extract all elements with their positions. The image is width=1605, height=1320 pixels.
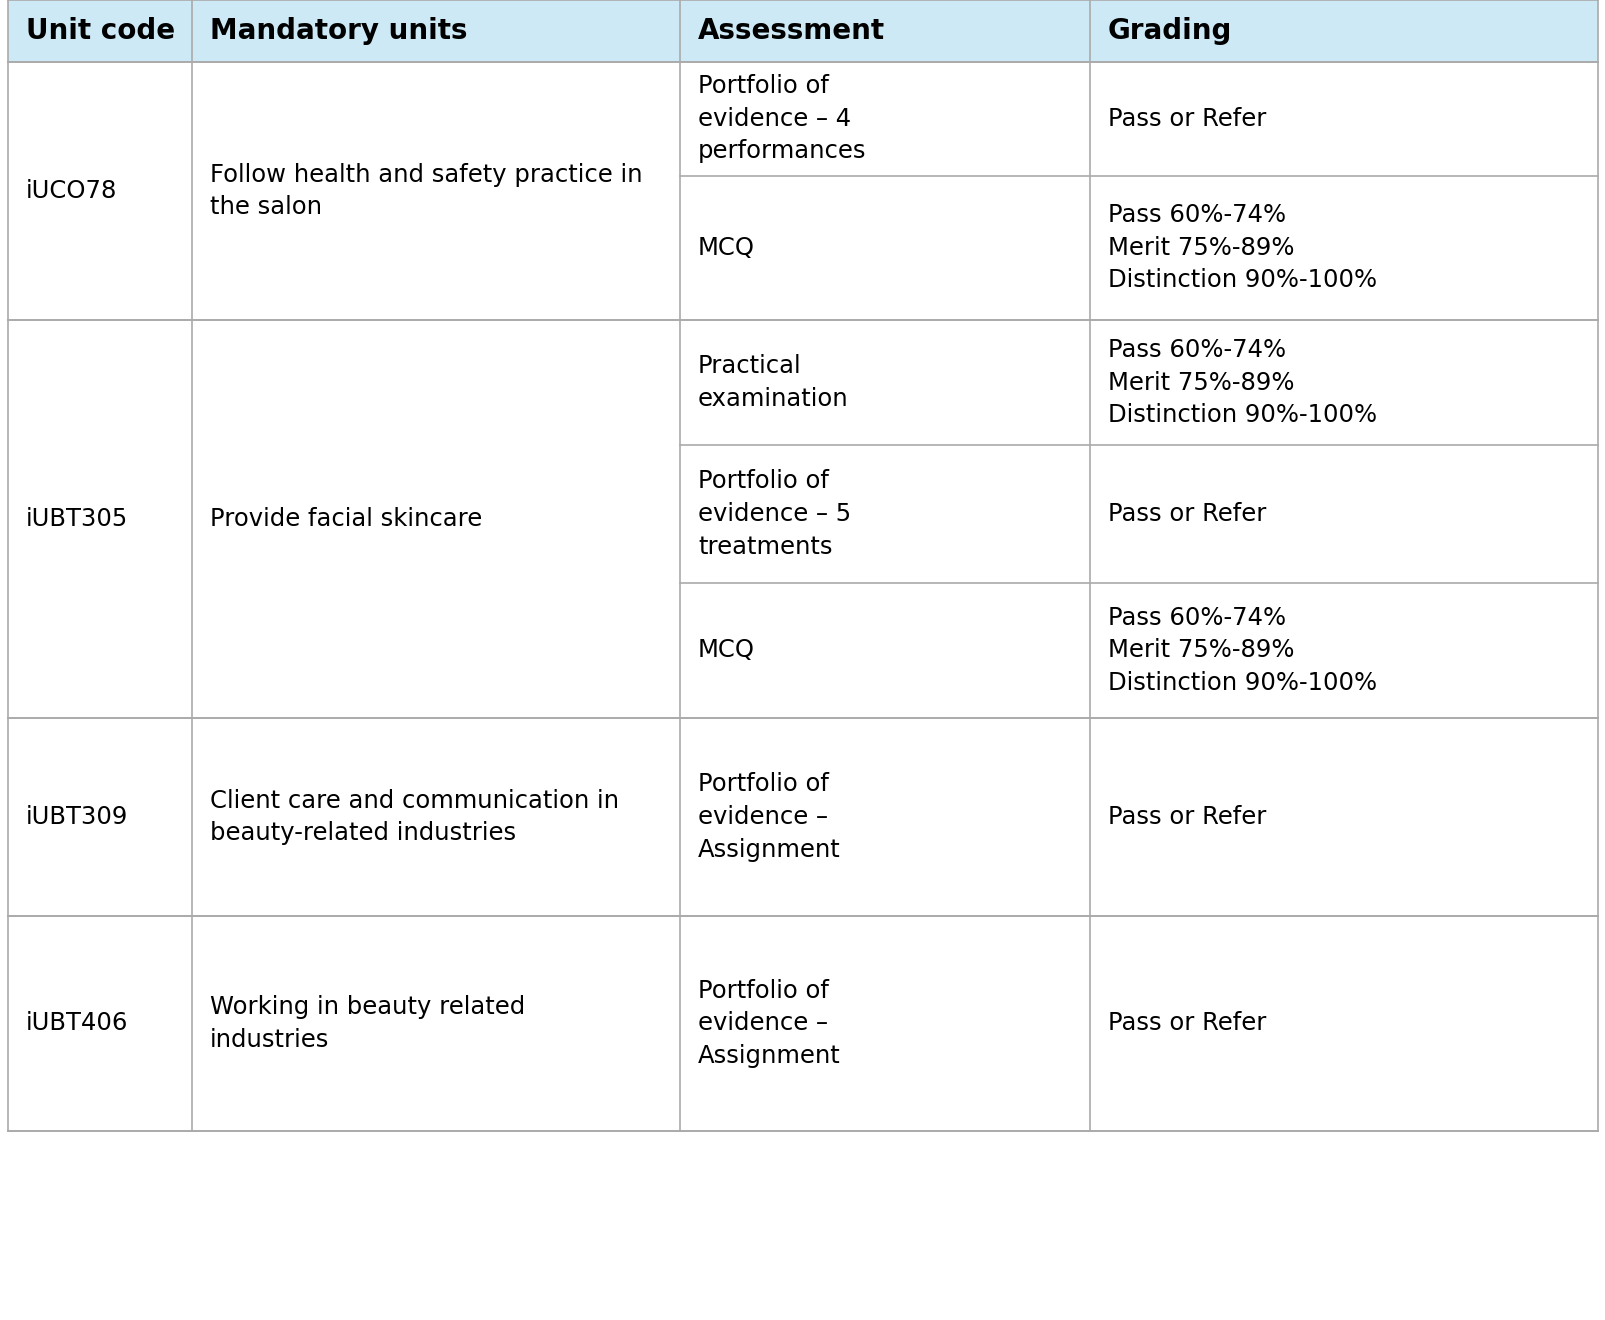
Bar: [8, 0, 1597, 62]
Text: Working in beauty related
industries: Working in beauty related industries: [210, 995, 525, 1052]
Text: Portfolio of
evidence – 5
treatments: Portfolio of evidence – 5 treatments: [698, 470, 851, 558]
Text: Portfolio of
evidence – 4
performances: Portfolio of evidence – 4 performances: [698, 74, 867, 164]
Text: Grading: Grading: [1107, 17, 1231, 45]
Text: Pass 60%-74%
Merit 75%-89%
Distinction 90%-100%: Pass 60%-74% Merit 75%-89% Distinction 9…: [1107, 606, 1375, 694]
Text: Provide facial skincare: Provide facial skincare: [210, 507, 481, 531]
Text: Portfolio of
evidence –
Assignment: Portfolio of evidence – Assignment: [698, 772, 841, 862]
Text: iUBT309: iUBT309: [26, 805, 128, 829]
Bar: [8, 916, 1597, 1131]
Text: Pass or Refer: Pass or Refer: [1107, 107, 1266, 131]
Text: Pass or Refer: Pass or Refer: [1107, 1011, 1266, 1035]
Text: Practical
examination: Practical examination: [698, 354, 847, 411]
Bar: [8, 718, 1597, 916]
Text: MCQ: MCQ: [698, 236, 754, 260]
Text: iUCO78: iUCO78: [26, 180, 117, 203]
Text: Client care and communication in
beauty-related industries: Client care and communication in beauty-…: [210, 789, 618, 845]
Text: Unit code: Unit code: [26, 17, 175, 45]
Text: iUBT305: iUBT305: [26, 507, 128, 531]
Bar: [8, 319, 1597, 718]
Text: Pass or Refer: Pass or Refer: [1107, 502, 1266, 527]
Text: Pass or Refer: Pass or Refer: [1107, 805, 1266, 829]
Bar: [8, 62, 1597, 319]
Text: Pass 60%-74%
Merit 75%-89%
Distinction 90%-100%: Pass 60%-74% Merit 75%-89% Distinction 9…: [1107, 203, 1375, 292]
Text: MCQ: MCQ: [698, 639, 754, 663]
Text: Mandatory units: Mandatory units: [210, 17, 467, 45]
Text: iUBT406: iUBT406: [26, 1011, 128, 1035]
Text: Pass 60%-74%
Merit 75%-89%
Distinction 90%-100%: Pass 60%-74% Merit 75%-89% Distinction 9…: [1107, 338, 1375, 428]
Text: Portfolio of
evidence –
Assignment: Portfolio of evidence – Assignment: [698, 979, 841, 1068]
Text: Follow health and safety practice in
the salon: Follow health and safety practice in the…: [210, 162, 642, 219]
Text: Assessment: Assessment: [698, 17, 884, 45]
